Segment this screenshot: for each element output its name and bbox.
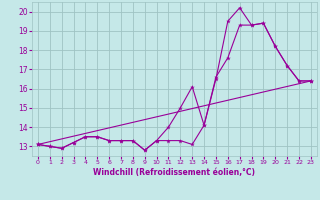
X-axis label: Windchill (Refroidissement éolien,°C): Windchill (Refroidissement éolien,°C) bbox=[93, 168, 255, 177]
